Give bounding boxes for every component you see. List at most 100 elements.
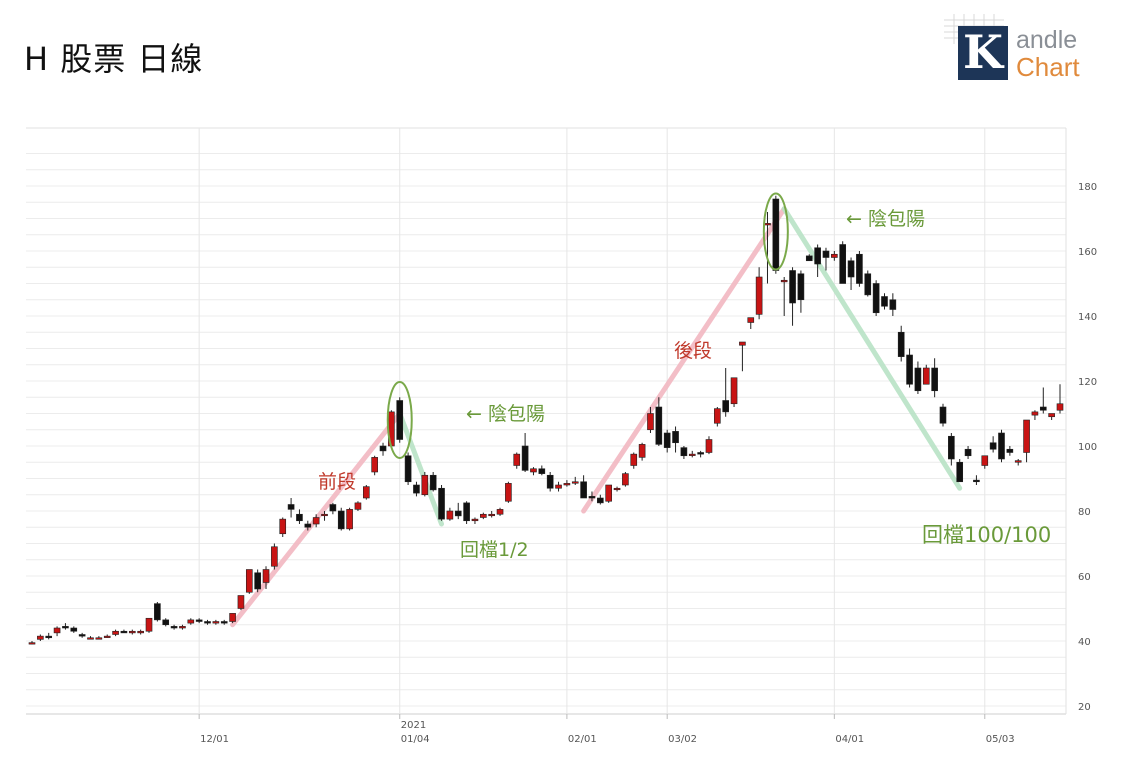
candle-body xyxy=(45,635,53,639)
y-tick-label: 160 xyxy=(1078,247,1097,258)
candle-body xyxy=(296,513,303,522)
trend-line xyxy=(581,206,787,514)
candle-body xyxy=(714,408,721,424)
candle-body xyxy=(37,635,44,640)
candle-body xyxy=(864,273,872,296)
candle-body xyxy=(1014,460,1022,463)
candle-body xyxy=(496,509,504,515)
candle-body xyxy=(53,627,61,634)
candle-body xyxy=(329,504,337,512)
candle-body xyxy=(521,445,529,471)
candle-body xyxy=(931,367,938,392)
candle-body xyxy=(103,635,111,638)
axis-layer: 20 40 60 80 100 120 140 160 180 12/01 01/04 2021 02/… xyxy=(198,182,1097,745)
candle-body xyxy=(622,473,629,486)
annotation-label: 後段 xyxy=(674,340,712,362)
x-tick-label: 05/03 xyxy=(986,734,1015,745)
candle-body xyxy=(446,510,454,520)
candle-body xyxy=(154,603,161,621)
candle-body xyxy=(396,400,404,440)
candle-body xyxy=(973,479,980,483)
candle-body xyxy=(480,513,487,518)
candle-body xyxy=(772,198,780,271)
y-tick-label: 180 xyxy=(1078,182,1097,193)
candle-body xyxy=(739,341,746,346)
candle-body xyxy=(663,432,671,448)
candle-body xyxy=(170,626,178,629)
candle-body xyxy=(120,630,128,634)
candle-body xyxy=(1031,411,1039,416)
y-tick-label: 80 xyxy=(1078,507,1091,518)
candle-body xyxy=(371,457,378,473)
candle-body xyxy=(688,453,696,456)
candle-body xyxy=(254,572,261,590)
trend-line xyxy=(781,206,963,491)
candle-body xyxy=(705,439,713,453)
candle-body xyxy=(780,279,788,283)
logo-word-andle: andle xyxy=(1016,26,1078,54)
candle-body xyxy=(1039,406,1047,411)
candle-body xyxy=(998,432,1005,460)
annotation-label: 回檔100/100 xyxy=(922,523,1051,547)
candle-body xyxy=(922,367,930,385)
candle-body xyxy=(1056,403,1064,411)
candle-body xyxy=(814,247,821,265)
candle-body xyxy=(304,523,312,528)
candle-body xyxy=(605,484,612,502)
candle-body xyxy=(563,483,571,486)
trend-line xyxy=(397,411,445,527)
candle-body xyxy=(471,518,479,522)
logo-k-letter: K xyxy=(963,25,1003,79)
y-tick-label: 100 xyxy=(1078,442,1097,453)
engulfing-highlight-ellipse xyxy=(762,192,789,271)
candle-body xyxy=(722,400,729,413)
x-tick-label: 03/02 xyxy=(668,734,697,745)
y-tick-label: 140 xyxy=(1078,312,1097,323)
candle-body xyxy=(287,504,295,510)
candle-body xyxy=(856,253,863,284)
candle-body xyxy=(245,569,253,593)
candle-body xyxy=(321,513,328,517)
candle-body xyxy=(805,255,813,262)
annotation-label: ← 陰包陽 xyxy=(846,208,925,230)
candle-body xyxy=(220,621,228,624)
candle-body xyxy=(906,354,913,385)
candle-body xyxy=(530,468,537,473)
candle-body xyxy=(346,509,353,530)
x-tick-label: 04/01 xyxy=(835,734,864,745)
y-tick-label: 40 xyxy=(1078,637,1091,648)
candle-body xyxy=(505,483,512,502)
annotation-label: 回檔1/2 xyxy=(460,539,529,561)
x-year-label: 2021 xyxy=(401,720,426,731)
candle-body xyxy=(363,486,370,499)
candle-body xyxy=(571,481,579,484)
candle-body xyxy=(454,510,462,517)
candle-body xyxy=(379,445,387,452)
candle-body xyxy=(488,513,495,517)
candle-body xyxy=(872,283,880,314)
annotation-label: 前段 xyxy=(318,471,356,493)
candle-body xyxy=(1006,448,1014,453)
candle-body xyxy=(438,487,445,520)
candle-body xyxy=(588,496,596,499)
candle-body xyxy=(1023,419,1030,453)
x-tick-label: 01/04 xyxy=(401,734,430,745)
candle-body xyxy=(187,619,195,624)
y-tick-label: 120 xyxy=(1078,377,1097,388)
candle-body xyxy=(513,453,521,466)
candle-body xyxy=(655,406,663,445)
candle-body xyxy=(137,630,144,634)
candle-body xyxy=(989,442,997,450)
candle-body xyxy=(831,253,838,258)
candle-body xyxy=(128,630,136,634)
candle-body xyxy=(413,484,420,494)
candle-body xyxy=(204,621,211,624)
x-tick-label: 02/01 xyxy=(568,734,597,745)
candle-body xyxy=(956,461,964,483)
candle-body xyxy=(70,627,78,632)
candle-body xyxy=(672,431,679,444)
candle-body xyxy=(730,377,738,405)
candle-body xyxy=(638,444,646,458)
